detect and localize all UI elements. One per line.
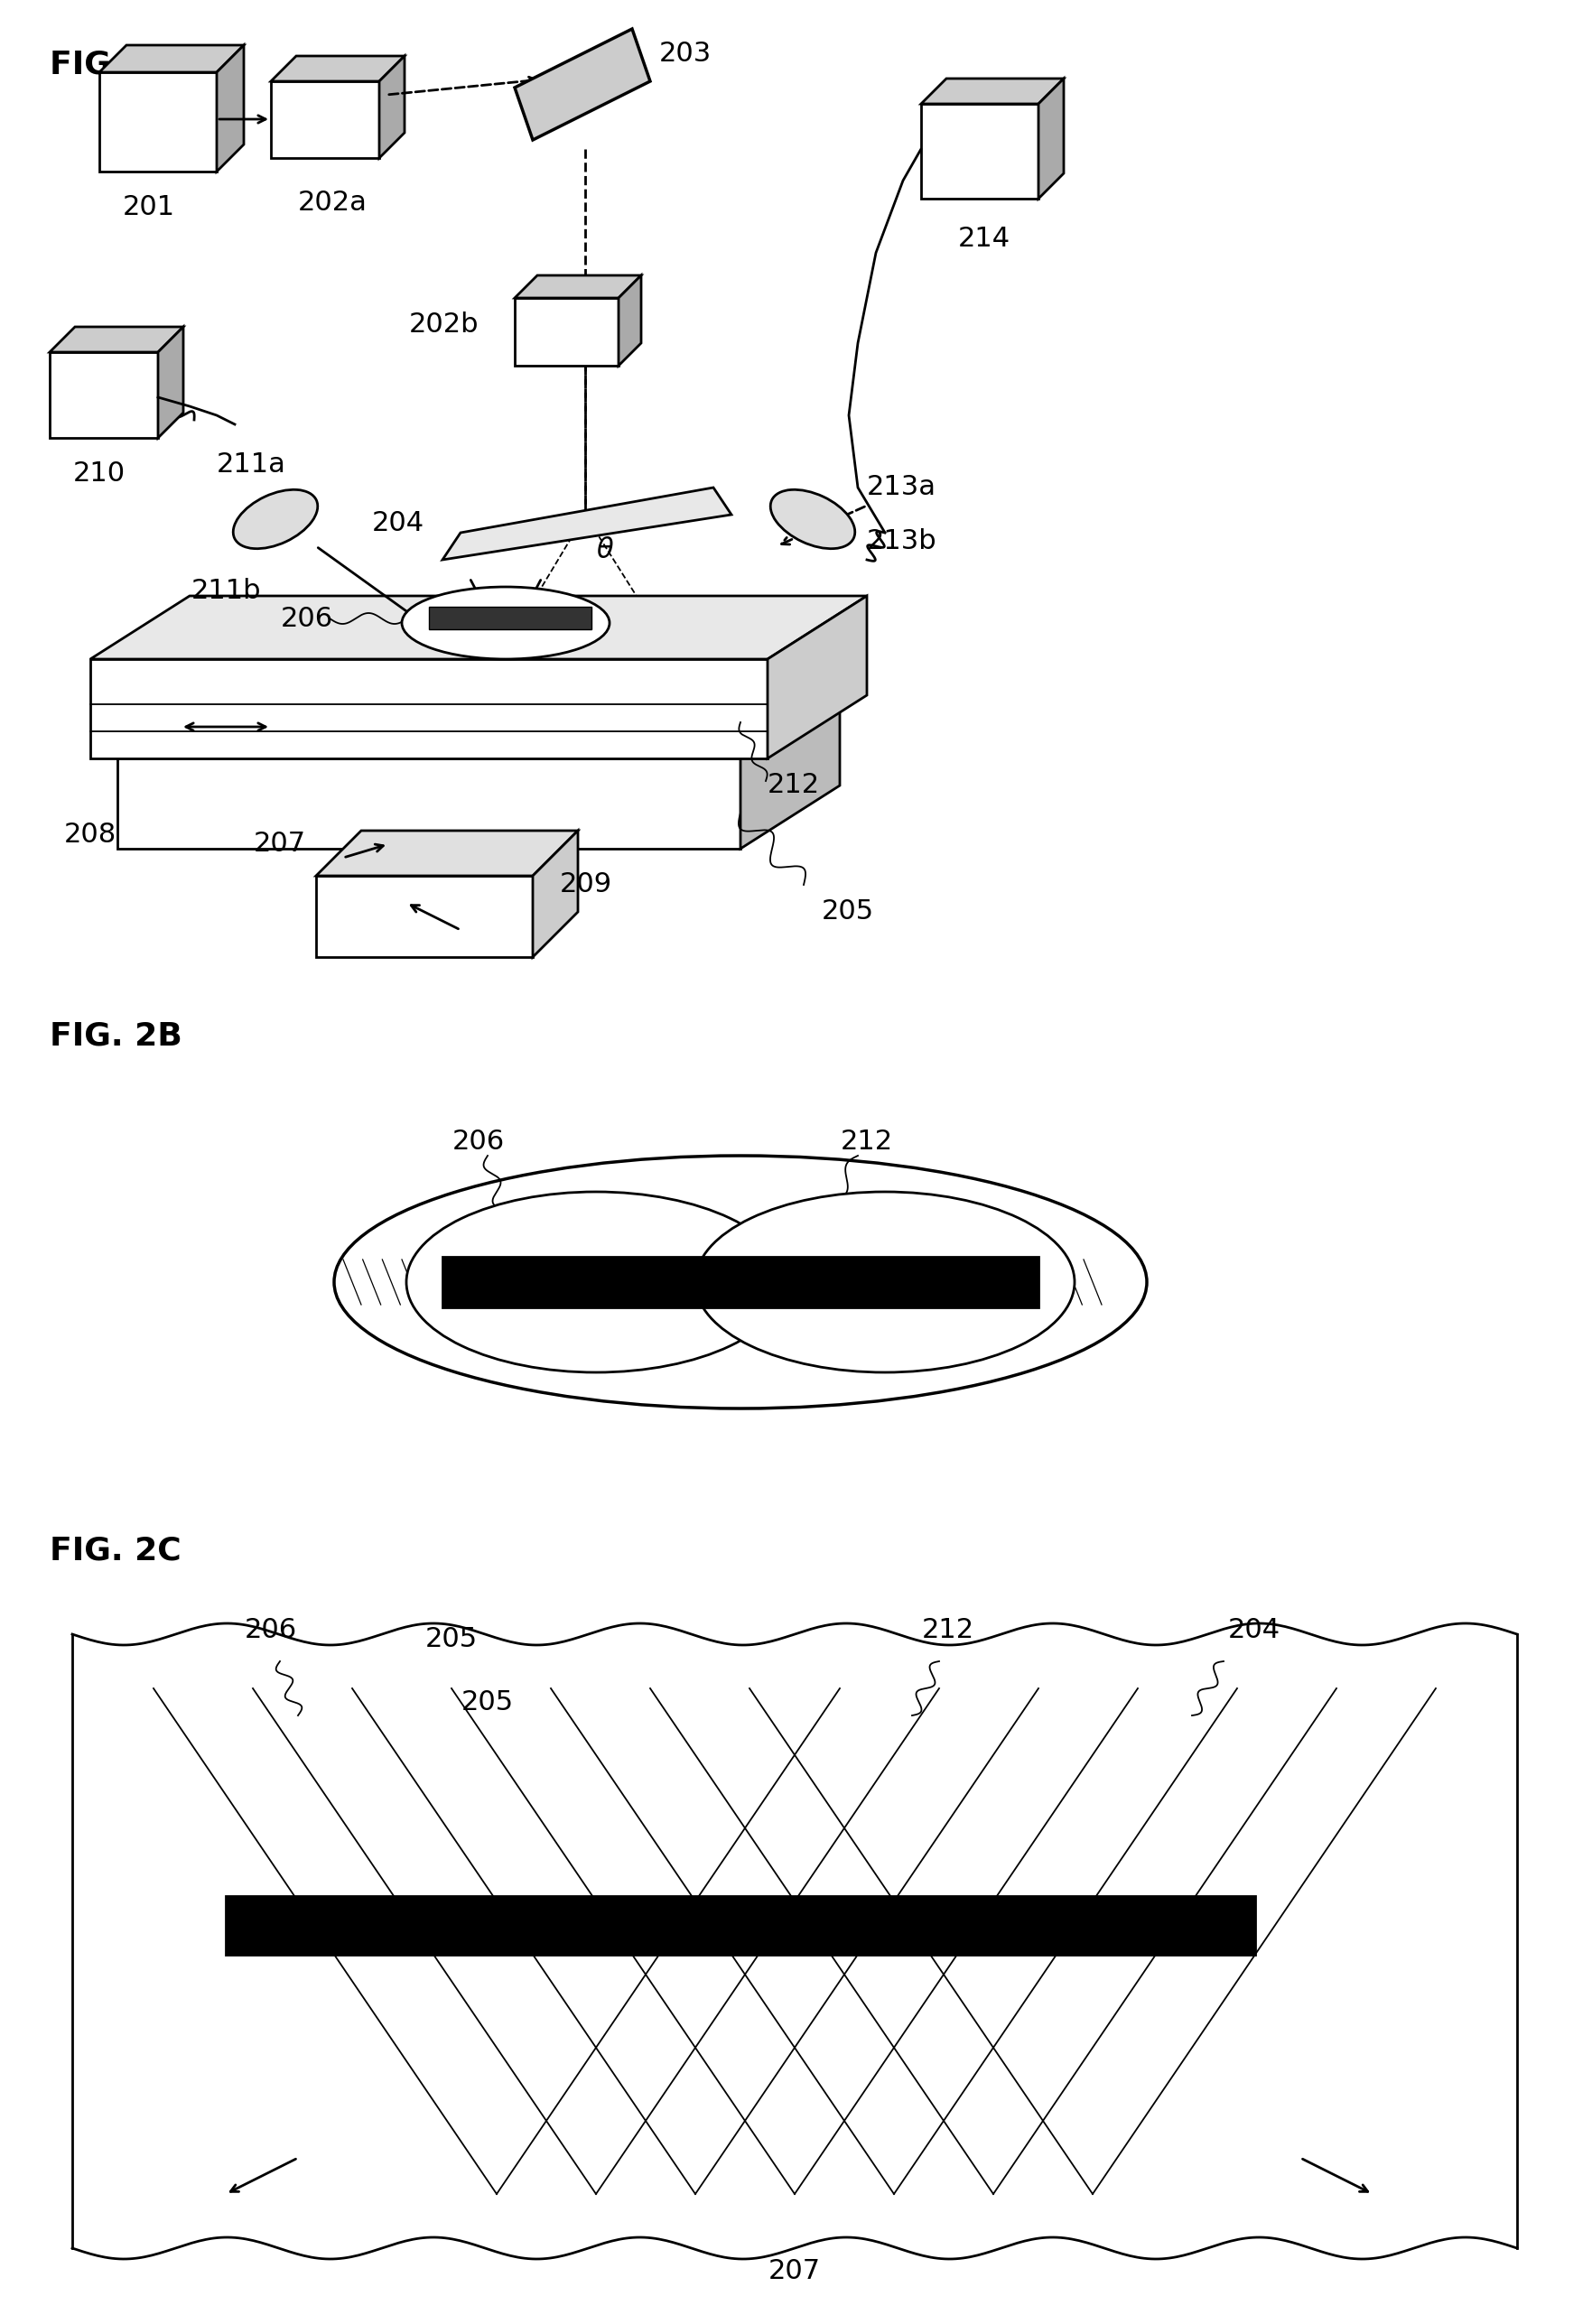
Text: 206: 206	[245, 1618, 298, 1643]
Bar	[443, 1257, 1038, 1308]
Text: 209: 209	[560, 872, 613, 897]
Polygon shape	[99, 44, 244, 72]
Text: 212: 212	[841, 1129, 893, 1155]
Polygon shape	[91, 595, 868, 660]
Polygon shape	[533, 830, 578, 957]
Ellipse shape	[401, 588, 610, 660]
Text: 201: 201	[123, 195, 175, 221]
Text: 206: 206	[452, 1129, 505, 1155]
Text: 213a: 213a	[868, 474, 936, 500]
Text: 212: 212	[767, 772, 820, 799]
Polygon shape	[922, 105, 1038, 198]
Text: 211a: 211a	[217, 451, 287, 479]
Text: 207: 207	[769, 2259, 821, 2284]
Text: 206: 206	[280, 604, 333, 632]
Polygon shape	[271, 81, 379, 158]
Text: 204: 204	[1227, 1618, 1280, 1643]
Text: 211b: 211b	[191, 579, 261, 604]
Polygon shape	[922, 79, 1063, 105]
Ellipse shape	[406, 1192, 785, 1373]
Text: 202b: 202b	[409, 311, 479, 337]
Bar	[428, 607, 592, 630]
Polygon shape	[118, 695, 841, 758]
Text: 212: 212	[922, 1618, 974, 1643]
Polygon shape	[217, 44, 244, 172]
Text: 203: 203	[659, 42, 712, 67]
Polygon shape	[99, 72, 217, 172]
Polygon shape	[49, 353, 158, 437]
Polygon shape	[49, 328, 183, 353]
Polygon shape	[443, 488, 731, 560]
Ellipse shape	[771, 490, 855, 548]
Polygon shape	[271, 56, 404, 81]
Ellipse shape	[334, 1155, 1146, 1408]
Text: 207: 207	[253, 830, 306, 858]
Polygon shape	[514, 28, 650, 139]
Polygon shape	[740, 695, 841, 848]
Text: 205: 205	[462, 1690, 514, 1715]
Polygon shape	[619, 274, 642, 365]
Polygon shape	[379, 56, 404, 158]
Polygon shape	[1038, 79, 1063, 198]
Polygon shape	[317, 876, 533, 957]
Polygon shape	[91, 660, 767, 758]
Text: FIG. 2A: FIG. 2A	[49, 49, 183, 81]
Polygon shape	[118, 758, 740, 848]
Text: $\theta$: $\theta$	[595, 537, 615, 565]
Text: 205: 205	[821, 899, 874, 925]
Text: 205: 205	[425, 1627, 478, 1652]
Text: 204: 204	[373, 511, 425, 537]
Ellipse shape	[232, 490, 318, 548]
Polygon shape	[514, 274, 642, 297]
Text: 208: 208	[64, 823, 116, 848]
Text: 210: 210	[73, 460, 126, 486]
Text: 214: 214	[958, 225, 1011, 251]
Polygon shape	[767, 595, 868, 758]
Polygon shape	[158, 328, 183, 437]
Ellipse shape	[696, 1192, 1075, 1373]
Text: FIG. 2B: FIG. 2B	[49, 1020, 181, 1050]
Polygon shape	[514, 297, 619, 365]
Bar	[226, 1896, 1254, 1954]
Polygon shape	[317, 830, 578, 876]
Text: FIG. 2C: FIG. 2C	[49, 1534, 181, 1566]
Text: 213b: 213b	[868, 528, 938, 555]
Text: 202a: 202a	[298, 191, 368, 216]
